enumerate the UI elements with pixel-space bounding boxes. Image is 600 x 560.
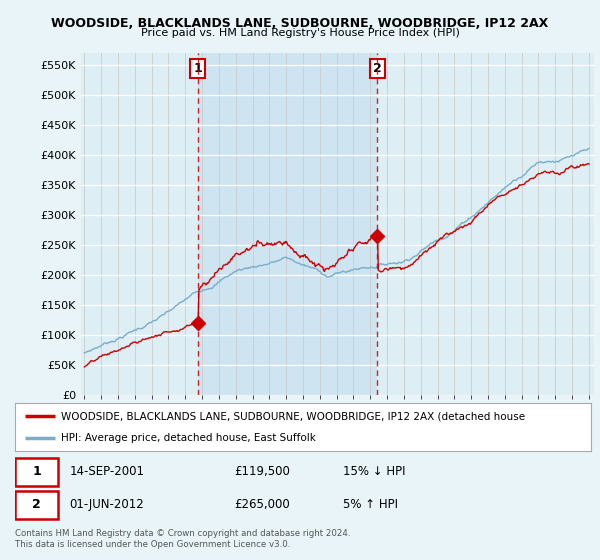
Text: 2: 2 — [373, 62, 382, 75]
Text: WOODSIDE, BLACKLANDS LANE, SUDBOURNE, WOODBRIDGE, IP12 2AX: WOODSIDE, BLACKLANDS LANE, SUDBOURNE, WO… — [52, 17, 548, 30]
Text: 1: 1 — [194, 62, 202, 75]
Text: 2: 2 — [32, 498, 41, 511]
Text: WOODSIDE, BLACKLANDS LANE, SUDBOURNE, WOODBRIDGE, IP12 2AX (detached house: WOODSIDE, BLACKLANDS LANE, SUDBOURNE, WO… — [61, 411, 525, 421]
Text: 01-JUN-2012: 01-JUN-2012 — [70, 498, 145, 511]
Bar — [198, 53, 377, 395]
Text: 15% ↓ HPI: 15% ↓ HPI — [343, 465, 406, 478]
Text: 14-SEP-2001: 14-SEP-2001 — [70, 465, 145, 478]
Text: Price paid vs. HM Land Registry's House Price Index (HPI): Price paid vs. HM Land Registry's House … — [140, 28, 460, 38]
Text: 1: 1 — [32, 465, 41, 478]
Text: HPI: Average price, detached house, East Suffolk: HPI: Average price, detached house, East… — [61, 433, 316, 443]
Text: 5% ↑ HPI: 5% ↑ HPI — [343, 498, 398, 511]
FancyBboxPatch shape — [15, 491, 58, 519]
Text: Contains HM Land Registry data © Crown copyright and database right 2024.
This d: Contains HM Land Registry data © Crown c… — [15, 529, 350, 549]
FancyBboxPatch shape — [15, 458, 58, 486]
Text: £119,500: £119,500 — [234, 465, 290, 478]
Text: £265,000: £265,000 — [234, 498, 290, 511]
